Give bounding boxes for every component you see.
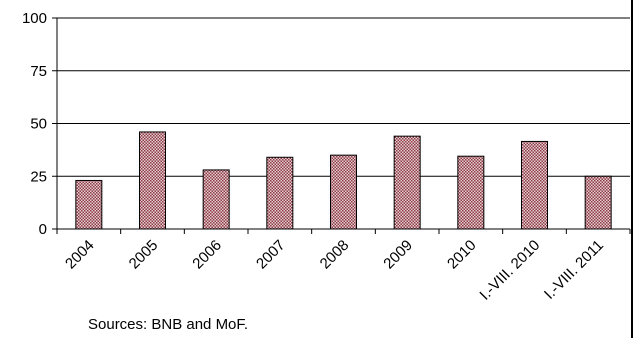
axes: [52, 17, 631, 234]
x-tick-label: 2010: [444, 237, 480, 273]
source-note: Sources: BNB and MoF.: [88, 316, 249, 333]
bar: [330, 154, 357, 230]
bar: [202, 169, 230, 230]
x-tick-label: 2005: [126, 237, 162, 273]
y-tick-label: 0: [39, 221, 47, 238]
bar: [393, 135, 421, 230]
bar: [521, 140, 548, 230]
bar: [139, 131, 166, 230]
bars: [75, 131, 612, 230]
x-tick-label: 2009: [380, 237, 416, 273]
y-tick-label: 75: [30, 63, 47, 80]
bar: [457, 155, 485, 230]
y-tick-labels: 0 25 50 75 100: [22, 10, 47, 238]
y-tick-label: 25: [30, 168, 47, 185]
bar: [266, 156, 294, 230]
x-tick-label: 2008: [317, 237, 353, 273]
x-tick-label: 2006: [189, 237, 225, 273]
bar: [584, 175, 612, 230]
bar: [75, 179, 103, 230]
x-tick-label: I.-VIII. 2010: [476, 237, 543, 304]
y-tick-label: 50: [30, 116, 47, 133]
x-tick-label: 2004: [62, 237, 98, 273]
y-tick-label: 100: [22, 10, 47, 27]
x-tick-label: 2007: [253, 237, 289, 273]
frame-edge: [631, 0, 633, 338]
x-tick-label: I.-VIII. 2011: [541, 237, 607, 303]
